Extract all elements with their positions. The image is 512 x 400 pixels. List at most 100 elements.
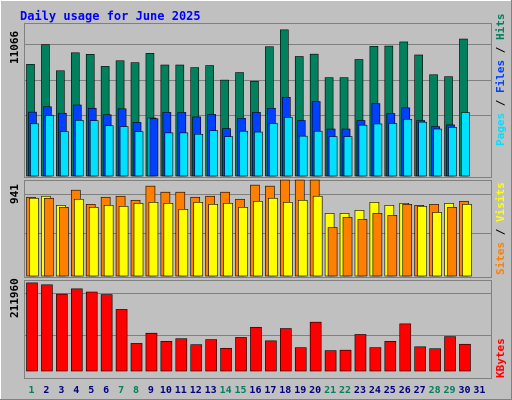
kbytes-bar-day-15 [235,337,247,372]
day-label-14: 14 [220,385,232,396]
day-label-10: 10 [160,385,172,396]
visits-max-label: 941 [8,184,21,204]
day-label-5: 5 [88,385,94,396]
chart-title: Daily usage for June 2025 [20,9,201,23]
day-label-17: 17 [264,385,276,396]
kbytes-bar-day-28 [429,348,441,372]
pages-bar-day-13 [209,130,218,177]
visits-panel-bars [26,179,472,277]
kbytes-bar-day-9 [145,332,158,372]
pages-bar-day-1 [30,123,39,177]
kbytes-bar-day-5 [85,291,98,372]
sites-bar-day-24 [372,213,383,277]
pages-bar-day-29 [448,127,457,177]
sites-bar-day-22 [342,217,353,277]
visits-bar-day-12 [193,202,204,277]
kbytes-bar-day-23 [354,334,367,372]
pages-bar-day-12 [194,133,204,177]
sites-bar-day-23 [357,219,368,277]
day-label-2: 2 [43,385,49,396]
day-label-16: 16 [249,385,261,396]
kbytes-bar-day-24 [369,347,382,372]
day-label-29: 29 [444,385,456,396]
pages-bar-day-2 [45,115,54,177]
visits-bar-day-15 [238,207,248,277]
kbytes-bar-day-14 [220,347,232,372]
day-label-18: 18 [279,385,291,396]
day-label-15: 15 [234,385,246,396]
pages-bar-day-21 [328,136,338,177]
pages-bar-day-14 [224,136,233,177]
day-label-24: 24 [369,385,381,396]
pages-bar-day-30 [461,112,470,177]
visits-panel-frame [24,180,492,278]
legend-pages: Pages [494,113,507,146]
kbytes-bar-day-4 [70,288,83,372]
pages-bar-day-8 [134,131,144,177]
kbytes-bar-day-26 [399,323,412,372]
kbytes-bar-day-20 [309,321,322,372]
visits-bar-day-13 [208,204,218,277]
day-label-8: 8 [133,385,139,396]
kbytes-bar-day-16 [250,326,262,372]
visits-bar-day-16 [253,200,263,277]
legend-hits: Hits [494,14,507,41]
visits-bar-day-14 [223,203,233,277]
visits-bar-day-1 [29,197,39,277]
kbytes-bar-day-2 [41,284,53,372]
sites-bar-day-25 [387,215,398,277]
pages-bar-day-3 [60,131,69,177]
kbytes-bar-day-25 [384,340,397,372]
visits-bar-day-19 [297,199,308,277]
pages-bar-day-11 [179,132,189,177]
pages-bar-day-16 [254,131,263,177]
visits-bar-day-6 [103,205,114,277]
kbytes-bar-day-29 [444,336,456,372]
day-label-11: 11 [175,385,187,396]
kbytes-bar-day-22 [339,349,352,372]
visits-bar-day-5 [88,207,99,277]
hits-max-label: 11066 [8,31,21,64]
day-axis-labels: 1 2 3 4 5 6 7 8 9 10 11 12 13 14 15 16 17 18 19 20 21 22 23 24 2… [28,385,485,396]
sites-bar-day-21 [327,227,338,277]
kbytes-bar-day-21 [324,350,337,372]
visits-bar-day-28 [432,212,442,277]
day-label-6: 6 [103,385,109,396]
pages-bar-day-19 [298,135,308,177]
kbytes-bar-day-12 [190,344,203,372]
visits-bar-day-4 [73,198,84,277]
kbytes-bar-day-13 [205,339,217,372]
legend-files: Files [494,60,507,93]
day-label-28: 28 [429,385,441,396]
kbytes-panel-legend: KBytes [494,338,507,378]
visits-bar-day-11 [178,209,189,277]
day-label-26: 26 [399,385,411,396]
visits-bar-day-10 [163,203,174,277]
visits-panel-legend: Sites / Visits [494,182,507,275]
visits-bar-day-8 [133,203,144,277]
legend-sites: Sites [494,242,507,275]
pages-bar-day-7 [119,126,129,177]
kbytes-bar-day-19 [294,347,307,372]
day-label-12: 12 [190,385,202,396]
pages-bar-day-26 [403,118,413,177]
pages-bar-day-10 [164,132,174,177]
sites-bar-day-26 [402,204,413,277]
pages-bar-day-24 [373,123,383,177]
files-bar-day-9 [149,118,159,177]
sites-bar-day-2 [44,197,54,277]
day-label-7: 7 [118,385,124,396]
kbytes-bar-day-18 [280,328,292,372]
pages-bar-day-5 [89,120,99,177]
day-label-1: 1 [28,385,34,396]
day-label-30: 30 [458,385,470,396]
pages-bar-day-18 [284,117,293,177]
day-label-22: 22 [339,385,351,396]
kbytes-bar-day-17 [265,340,277,372]
pages-bar-day-20 [313,130,323,177]
visits-bar-day-27 [417,206,427,277]
kbytes-bar-day-30 [459,343,471,372]
pages-bar-day-6 [104,125,114,177]
